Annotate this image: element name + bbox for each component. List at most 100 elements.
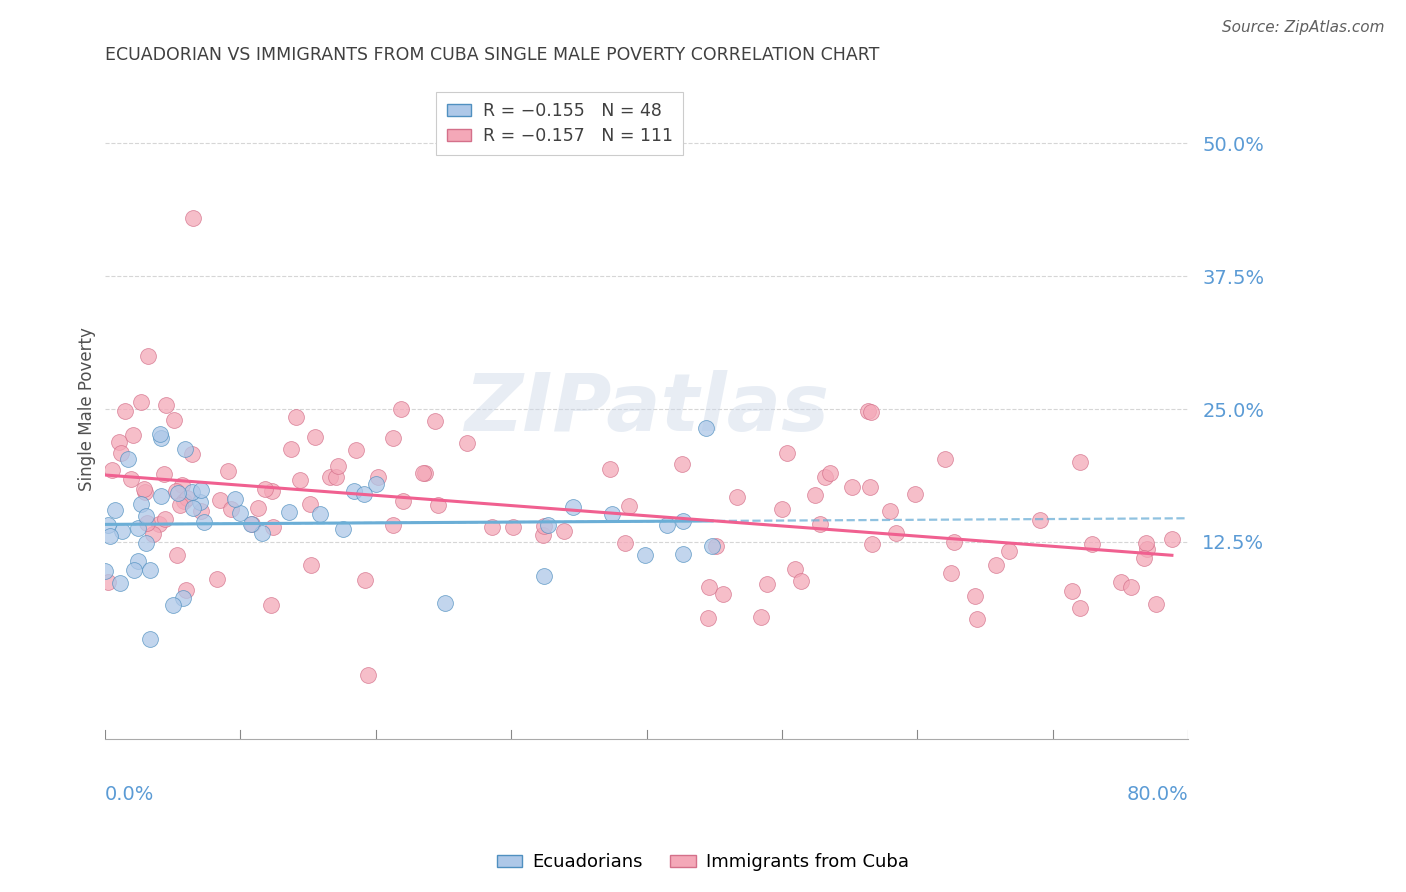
Point xyxy=(423,414,446,428)
Point xyxy=(174,583,197,598)
Point xyxy=(134,482,156,496)
Point xyxy=(859,405,882,419)
Point xyxy=(148,516,170,531)
Point xyxy=(240,517,263,532)
Point xyxy=(776,445,799,459)
Point xyxy=(114,403,136,417)
Point xyxy=(353,487,375,501)
Point xyxy=(172,477,194,491)
Point xyxy=(162,598,184,612)
Point xyxy=(262,519,284,533)
Point xyxy=(169,498,191,512)
Point xyxy=(697,580,720,594)
Point xyxy=(325,469,347,483)
Point xyxy=(290,474,312,488)
Point xyxy=(613,536,636,550)
Point xyxy=(862,537,884,551)
Point xyxy=(804,488,827,502)
Point xyxy=(357,667,380,681)
Point xyxy=(165,483,187,498)
Point xyxy=(129,395,152,409)
Point xyxy=(174,442,197,456)
Point xyxy=(696,611,718,625)
Point xyxy=(657,517,679,532)
Point xyxy=(229,506,252,520)
Point xyxy=(285,410,308,425)
Point xyxy=(176,491,198,506)
Point xyxy=(367,470,389,484)
Point xyxy=(695,421,717,435)
Point xyxy=(790,574,813,588)
Point xyxy=(427,498,450,512)
Point xyxy=(217,464,239,478)
Point xyxy=(166,549,188,563)
Point xyxy=(298,497,321,511)
Point xyxy=(193,515,215,529)
Point xyxy=(224,491,246,506)
Point xyxy=(1136,541,1159,556)
Point xyxy=(108,435,131,450)
Point xyxy=(1069,600,1091,615)
Point xyxy=(318,470,340,484)
Point xyxy=(309,508,332,522)
Point xyxy=(755,577,778,591)
Point xyxy=(167,486,190,500)
Point xyxy=(963,590,986,604)
Point xyxy=(142,526,165,541)
Point xyxy=(108,575,131,590)
Point xyxy=(181,211,204,225)
Point xyxy=(134,485,156,500)
Point xyxy=(858,404,880,418)
Point xyxy=(818,466,841,480)
Point xyxy=(122,563,145,577)
Point xyxy=(131,497,153,511)
Point xyxy=(1161,532,1184,546)
Point xyxy=(172,591,194,605)
Point xyxy=(984,558,1007,572)
Point xyxy=(127,554,149,568)
Point xyxy=(381,518,404,533)
Text: ZIPatlas: ZIPatlas xyxy=(464,370,830,448)
Point xyxy=(181,500,204,515)
Point xyxy=(364,477,387,491)
Point xyxy=(1080,537,1102,551)
Point xyxy=(531,528,554,542)
Point xyxy=(879,503,901,517)
Point xyxy=(221,502,243,516)
Point xyxy=(617,499,640,513)
Point xyxy=(150,490,173,504)
Point xyxy=(110,445,132,459)
Point xyxy=(1144,597,1167,611)
Point xyxy=(209,492,232,507)
Point xyxy=(97,574,120,589)
Text: 80.0%: 80.0% xyxy=(1126,785,1188,804)
Point xyxy=(253,482,276,496)
Point xyxy=(117,451,139,466)
Point xyxy=(138,632,160,647)
Point xyxy=(841,480,863,494)
Point xyxy=(633,548,655,562)
Point xyxy=(94,564,117,578)
Point xyxy=(299,558,322,572)
Point xyxy=(153,467,176,481)
Point xyxy=(433,596,456,610)
Point xyxy=(1109,574,1132,589)
Point xyxy=(207,572,229,586)
Point xyxy=(415,466,437,480)
Point xyxy=(247,500,270,515)
Point xyxy=(250,526,273,541)
Point xyxy=(135,536,157,550)
Point xyxy=(533,569,555,583)
Point xyxy=(122,428,145,442)
Point xyxy=(111,524,134,538)
Legend: Ecuadorians, Immigrants from Cuba: Ecuadorians, Immigrants from Cuba xyxy=(489,847,917,879)
Point xyxy=(884,525,907,540)
Y-axis label: Single Male Poverty: Single Male Poverty xyxy=(79,327,96,491)
Point xyxy=(239,516,262,531)
Point xyxy=(278,504,301,518)
Point xyxy=(344,443,367,458)
Point xyxy=(808,517,831,532)
Point xyxy=(163,413,186,427)
Point xyxy=(104,503,127,517)
Point xyxy=(1060,583,1083,598)
